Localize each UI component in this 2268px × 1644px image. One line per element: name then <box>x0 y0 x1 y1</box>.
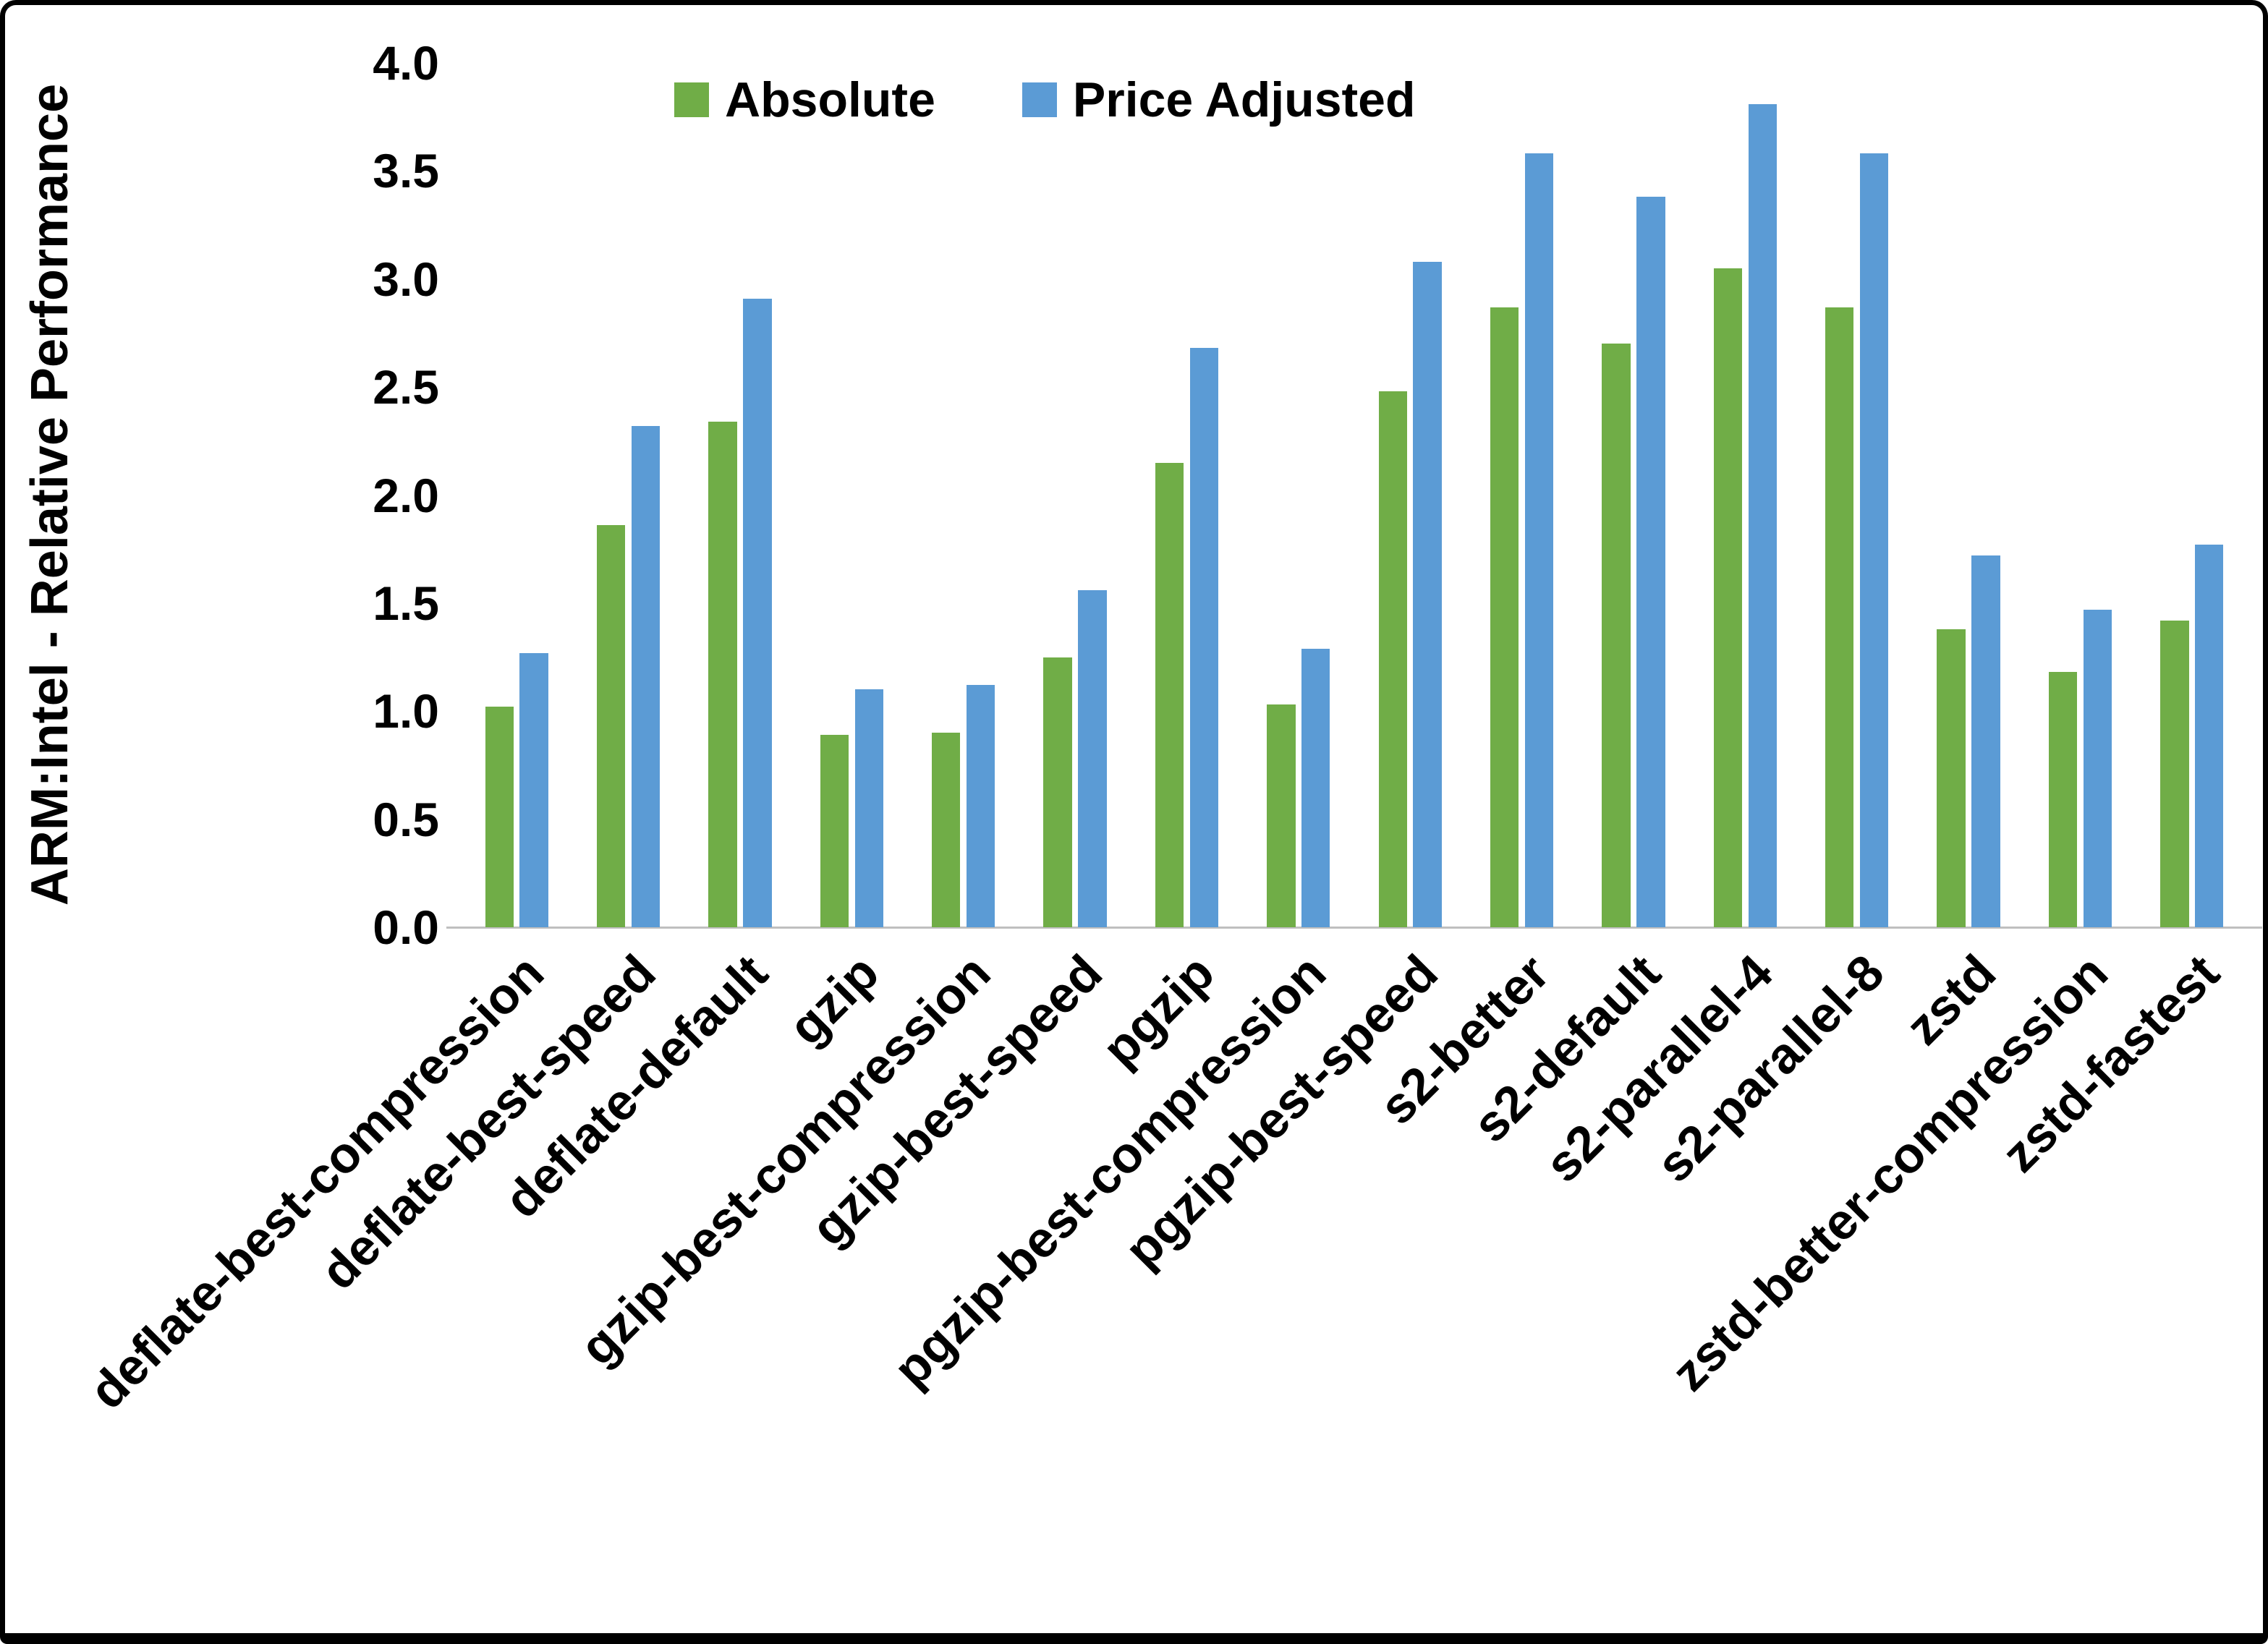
y-tick-label: 1.5 <box>373 576 439 630</box>
y-tick-label: 1.0 <box>373 684 439 738</box>
legend-label-price-adjusted: Price Adjusted <box>1072 72 1416 127</box>
bar-price-adjusted <box>1524 153 1554 927</box>
bar-absolute <box>2160 620 2189 927</box>
bar-absolute <box>1602 344 1631 927</box>
y-tick-label: 0.0 <box>373 900 439 954</box>
plot-area <box>446 63 2262 929</box>
bar-absolute <box>1937 629 1966 927</box>
bar-price-adjusted <box>2195 545 2224 927</box>
y-tick-label: 2.0 <box>373 468 439 522</box>
x-axis-line <box>446 927 2262 929</box>
legend-swatch-price-adjusted <box>1022 82 1057 117</box>
bar-absolute <box>2048 672 2078 927</box>
y-tick-label: 0.5 <box>373 792 439 846</box>
bar-absolute <box>1155 462 1184 927</box>
y-tick-label: 3.0 <box>373 252 439 306</box>
bar-absolute <box>820 735 849 927</box>
bar-price-adjusted <box>1859 153 1889 927</box>
bar-absolute <box>1378 391 1407 927</box>
bar-price-adjusted <box>743 298 772 927</box>
legend-label-absolute: Absolute <box>725 72 935 127</box>
bar-price-adjusted <box>854 689 883 927</box>
bar-absolute <box>1825 307 1854 927</box>
bar-price-adjusted <box>1301 648 1330 927</box>
legend-item-price-adjusted: Price Adjusted <box>1022 72 1416 128</box>
bar-price-adjusted <box>1971 555 2000 927</box>
y-tick-label: 3.5 <box>373 144 439 198</box>
bar-price-adjusted <box>2083 609 2112 927</box>
bar-absolute <box>1267 704 1296 927</box>
bar-absolute <box>1490 307 1519 927</box>
bar-price-adjusted <box>966 685 995 927</box>
bar-price-adjusted <box>519 652 548 927</box>
bar-absolute <box>932 733 961 927</box>
bar-absolute <box>708 421 737 927</box>
bar-absolute <box>1043 657 1072 927</box>
y-axis-ticks: 0.0 0.5 1.0 1.5 2.0 2.5 3.0 3.5 4.0 <box>5 39 439 951</box>
bar-price-adjusted <box>1413 261 1442 927</box>
bar-price-adjusted <box>1078 589 1107 927</box>
bar-absolute <box>1713 268 1743 927</box>
legend-swatch-absolute <box>674 82 709 117</box>
legend: Absolute Price Adjusted <box>674 72 1416 128</box>
bar-price-adjusted <box>1748 103 1777 927</box>
bar-price-adjusted <box>1636 197 1665 927</box>
bar-price-adjusted <box>1189 348 1219 927</box>
y-tick-label: 4.0 <box>373 36 439 90</box>
x-category-label: deflate-best-compression <box>78 944 555 1420</box>
bar-price-adjusted <box>631 425 661 927</box>
legend-item-absolute: Absolute <box>674 72 935 128</box>
bar-absolute <box>596 525 626 927</box>
y-tick-label: 2.5 <box>373 360 439 414</box>
bar-absolute <box>485 707 514 927</box>
